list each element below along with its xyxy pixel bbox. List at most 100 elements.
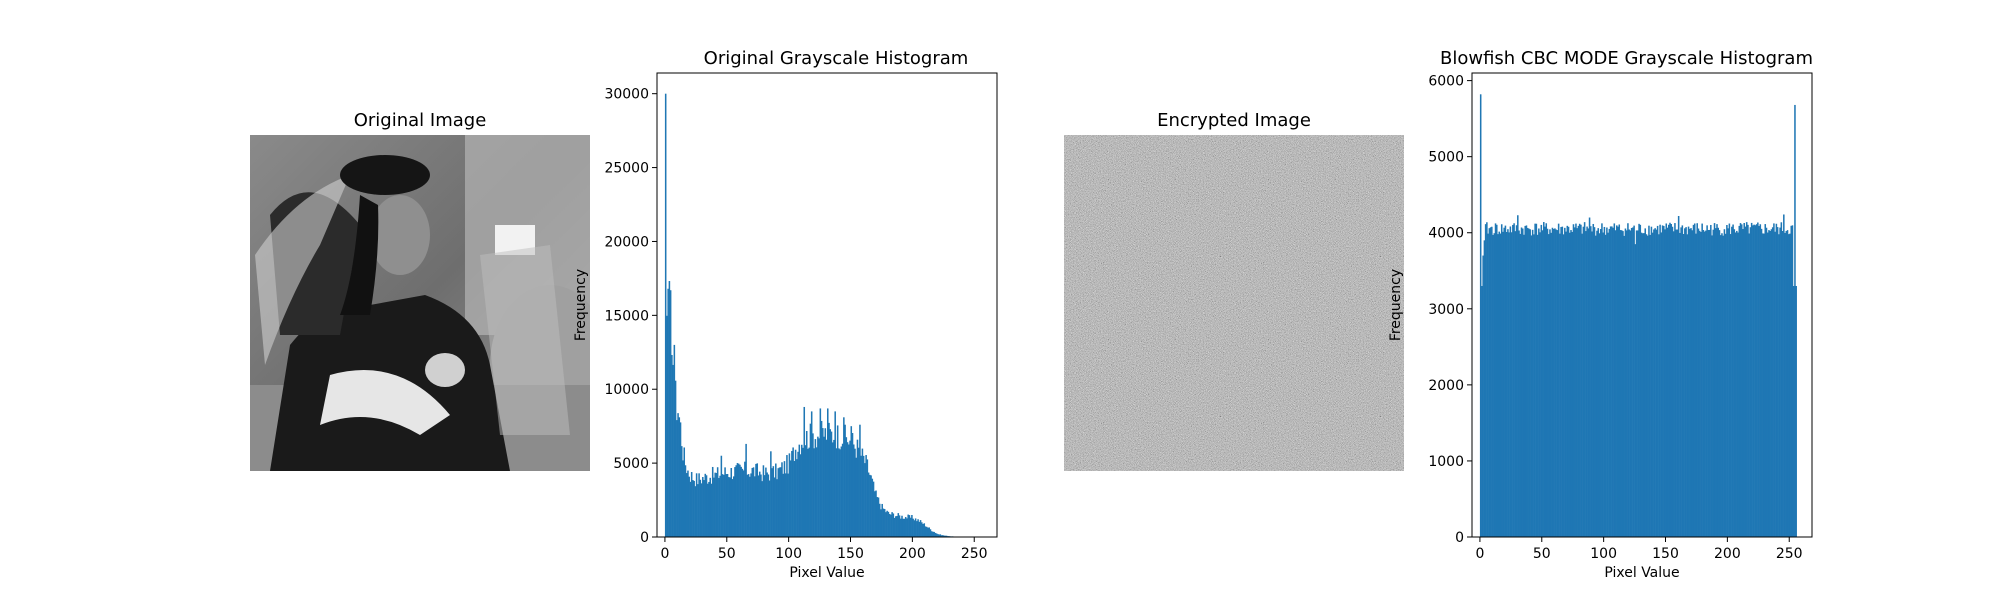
histogram-bar [896,515,898,537]
x-tick-label: 150 [1652,546,1679,562]
histogram-bar [932,531,934,537]
histogram-bar [1760,228,1763,537]
histogram-bar [836,425,839,537]
y-tick-label: 15000 [604,308,649,324]
histogram-bar [1743,222,1745,537]
histogram-bar [1749,227,1752,538]
histogram-bar [746,474,749,537]
histogram-bar [1607,232,1609,537]
histogram-bar [901,515,903,537]
histogram-bar [1536,234,1539,538]
histogram-bar [1619,230,1622,538]
histogram-bar [899,518,902,537]
histogram-bar [1598,233,1601,537]
histogram-bar [742,470,745,537]
histogram-bar [1508,232,1510,537]
histogram-bar [772,466,775,537]
histogram-bar [704,473,707,537]
histogram-bar [744,461,746,537]
histogram-bar [1590,226,1592,537]
histogram-bar [1597,228,1599,537]
histogram-bar [784,473,787,537]
histogram-bar [1546,228,1549,537]
histogram-bar [911,515,913,537]
histogram-bar [1518,230,1520,537]
histogram-bar [834,411,836,537]
histogram-bar [1628,229,1630,537]
histogram-bar [1705,230,1707,537]
histogram-bar [1507,229,1509,537]
x-tick-label: 150 [837,546,864,562]
histogram-bar [1514,231,1517,538]
histogram-bar [1482,255,1484,537]
histogram-bar [673,344,676,537]
histogram-bar [1671,226,1674,538]
histogram-bar [677,413,679,537]
histogram-bar [1543,222,1545,537]
histogram-bar [1698,230,1701,537]
x-tick-label: 50 [718,546,736,562]
histogram-bar [883,509,886,537]
histogram-bar [1658,234,1660,537]
histogram-bar [1608,228,1611,537]
histogram-bar [1729,234,1732,537]
histogram-bar [723,474,725,537]
histogram-bar [919,520,922,537]
histogram-bar [1494,223,1497,537]
histogram-bar [732,476,735,537]
histogram-bar [1570,230,1572,537]
histogram-bar [1547,234,1550,538]
histogram-bar [1606,227,1608,537]
histogram-bar [882,508,885,537]
histogram-bar [713,477,715,537]
histogram-bar [1596,230,1598,538]
y-tick-label: 5000 [1428,150,1464,166]
histogram-bar [679,422,682,537]
histogram-bar [1674,223,1676,537]
histogram-bar [921,522,923,537]
histogram-bar [1561,226,1564,537]
histogram-bar [820,420,823,537]
histogram-bar [757,475,760,537]
histogram-bar [866,459,869,537]
histogram-bar [1617,226,1619,537]
histogram-bar [839,449,841,537]
histogram-bar [1736,230,1738,537]
histogram-bar [768,480,771,537]
histogram-bar [724,467,726,537]
axes-frame [1471,72,1813,538]
histogram-bar [867,472,870,537]
histogram-bar [1771,227,1774,537]
histogram-bar [683,447,686,537]
histogram-bar [1677,216,1680,537]
histogram-bar [1728,223,1731,537]
histogram-bar [950,536,953,537]
histogram-bar [1618,224,1621,537]
histogram-bar [1592,223,1595,538]
histogram-bar [829,429,832,537]
histogram-bar [1627,223,1629,537]
histogram-bar [668,281,671,537]
histogram-bar [788,453,791,537]
histogram-bar [1560,227,1562,537]
histogram-bar [756,463,759,537]
histogram-bar [942,535,944,537]
histogram-bar [875,490,877,537]
histogram-bar [912,518,914,537]
histogram-bar [907,514,909,537]
histogram-bar [1681,225,1684,537]
histogram-bar [700,483,703,537]
histogram-bar [799,454,802,537]
histogram-bar [801,444,803,537]
histogram-bar [1519,233,1522,537]
histogram-bar [1791,225,1794,537]
histogram-bar [1783,214,1785,537]
histogram-bar [1520,227,1523,537]
histogram-bar [1551,227,1554,538]
histogram-bar [1691,230,1694,537]
histogram-bar [1755,224,1758,537]
histogram-bar [1744,226,1747,537]
histogram-bar [1664,229,1666,537]
histogram-bar [1792,285,1795,537]
histogram-bar [1707,229,1710,537]
